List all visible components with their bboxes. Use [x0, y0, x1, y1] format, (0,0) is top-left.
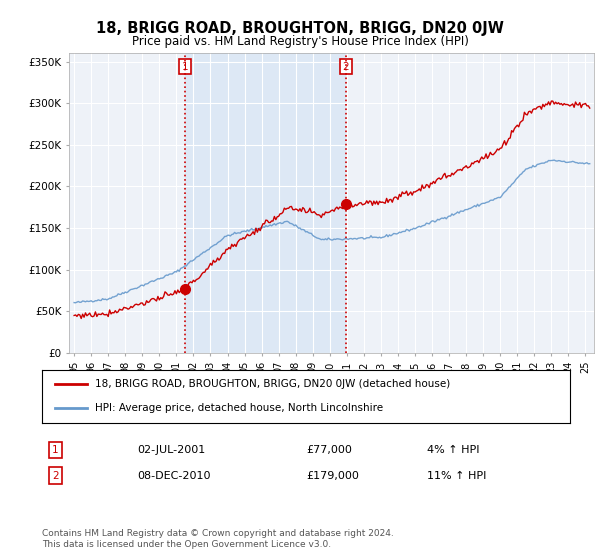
Text: Price paid vs. HM Land Registry's House Price Index (HPI): Price paid vs. HM Land Registry's House …	[131, 35, 469, 48]
Text: 2: 2	[52, 470, 59, 480]
Text: Contains HM Land Registry data © Crown copyright and database right 2024.
This d: Contains HM Land Registry data © Crown c…	[42, 529, 394, 549]
Text: 1: 1	[52, 445, 59, 455]
Text: 11% ↑ HPI: 11% ↑ HPI	[427, 470, 487, 480]
Text: 18, BRIGG ROAD, BROUGHTON, BRIGG, DN20 0JW: 18, BRIGG ROAD, BROUGHTON, BRIGG, DN20 0…	[96, 21, 504, 36]
Text: £77,000: £77,000	[306, 445, 352, 455]
Text: 18, BRIGG ROAD, BROUGHTON, BRIGG, DN20 0JW (detached house): 18, BRIGG ROAD, BROUGHTON, BRIGG, DN20 0…	[95, 380, 450, 390]
Text: 4% ↑ HPI: 4% ↑ HPI	[427, 445, 480, 455]
Bar	[185, 53, 346, 353]
Text: 02-JUL-2001: 02-JUL-2001	[137, 445, 205, 455]
Text: HPI: Average price, detached house, North Lincolnshire: HPI: Average price, detached house, Nort…	[95, 403, 383, 413]
Text: 2: 2	[343, 62, 349, 72]
Text: £179,000: £179,000	[306, 470, 359, 480]
Text: 1: 1	[182, 62, 188, 72]
Text: 08-DEC-2010: 08-DEC-2010	[137, 470, 211, 480]
